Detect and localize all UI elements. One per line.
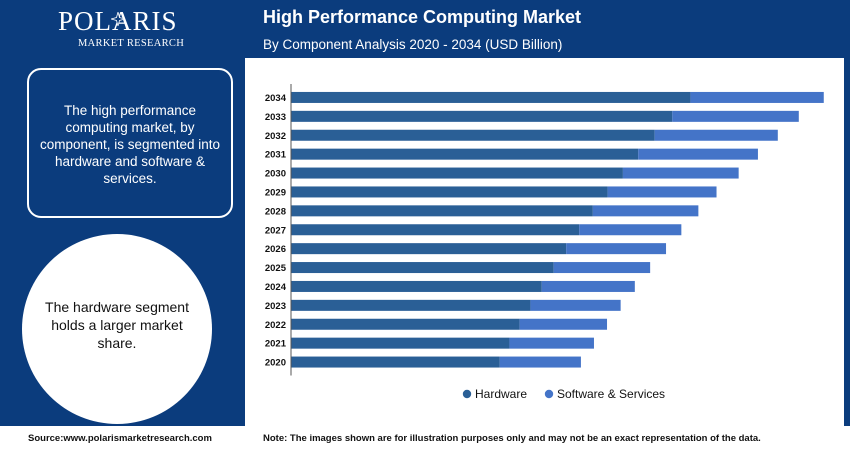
- software-services-bar: [566, 243, 667, 255]
- software-services-bar: [541, 280, 635, 292]
- hardware-bar: [291, 356, 500, 368]
- software-services-bar: [638, 148, 758, 160]
- left-panel: The high performance computing market, b…: [10, 58, 242, 426]
- software-services-bar: [509, 337, 594, 349]
- software-services-bar: [519, 318, 608, 330]
- y-tick-label: 2034: [265, 93, 287, 104]
- hardware-bar: [291, 224, 580, 236]
- legend-marker: [544, 389, 554, 399]
- y-tick-label: 2030: [265, 169, 286, 180]
- y-tick-label: 2026: [265, 244, 286, 255]
- hardware-bar: [291, 337, 510, 349]
- software-services-bar: [654, 129, 778, 141]
- y-tick-label: 2023: [265, 301, 286, 312]
- stacked-bar-chart: 2034 2033 2032 2031 2030 2029 2028 2027 2026 2025…: [265, 84, 824, 401]
- chart-subtitle: By Component Analysis 2020 - 2034 (USD B…: [263, 37, 563, 52]
- y-tick-label: 2028: [265, 206, 286, 217]
- chart-panel: 2034 2033 2032 2031 2030 2029 2028 2027 2026 2025…: [245, 58, 844, 426]
- y-tick-label: 2025: [265, 263, 287, 274]
- hardware-bar: [291, 110, 673, 122]
- hardware-bar: [291, 299, 531, 311]
- y-tick-label: 2032: [265, 131, 286, 142]
- software-services-bar: [499, 356, 581, 368]
- hardware-bar: [291, 243, 567, 255]
- software-services-bar: [530, 299, 621, 311]
- polaris-logo: POLARIS MARKET RESEARCH: [0, 0, 245, 58]
- chart-title: High Performance Computing Market: [263, 7, 582, 27]
- hardware-bar: [291, 262, 554, 274]
- y-tick-label: 2027: [265, 225, 286, 236]
- info-text: The high performance computing market, b…: [39, 103, 221, 186]
- y-tick-label: 2024: [265, 282, 287, 293]
- software-services-bar: [553, 262, 651, 274]
- software-services-bar: [592, 205, 699, 217]
- legend-label: Software & Services: [557, 387, 665, 401]
- logo-tagline: MARKET RESEARCH: [78, 38, 185, 49]
- footer: Source:www.polarismarketresearch.com Not…: [0, 426, 850, 451]
- hardware-bar: [291, 280, 542, 292]
- y-tick-label: 2029: [265, 187, 286, 198]
- y-tick-label: 2033: [265, 112, 286, 123]
- y-tick-label: 2020: [265, 358, 286, 369]
- software-services-bar: [622, 167, 739, 179]
- software-services-bar: [607, 186, 717, 198]
- y-tick-label: 2031: [265, 150, 287, 161]
- hardware-bar: [291, 186, 608, 198]
- software-services-bar: [672, 110, 799, 122]
- disclaimer-note: Note: The images shown are for illustrat…: [263, 433, 761, 444]
- hardware-bar: [291, 318, 520, 330]
- source-text: Source:www.polarismarketresearch.com: [28, 433, 212, 444]
- legend-label: Hardware: [475, 387, 527, 401]
- legend-marker: [462, 389, 472, 399]
- star-icon: [111, 12, 125, 26]
- hardware-bar: [291, 129, 655, 141]
- hardware-bar: [291, 148, 639, 160]
- software-services-bar: [579, 224, 682, 236]
- highlight-circle: The hardware segment holds a larger mark…: [22, 234, 212, 424]
- hardware-bar: [291, 91, 691, 103]
- hardware-bar: [291, 167, 623, 179]
- y-tick-label: 2022: [265, 320, 286, 331]
- software-services-bar: [690, 91, 824, 103]
- y-tick-label: 2021: [265, 339, 287, 350]
- highlight-text: The hardware segment holds a larger mark…: [45, 299, 189, 351]
- hardware-bar: [291, 205, 593, 217]
- info-box: The high performance computing market, b…: [27, 68, 233, 218]
